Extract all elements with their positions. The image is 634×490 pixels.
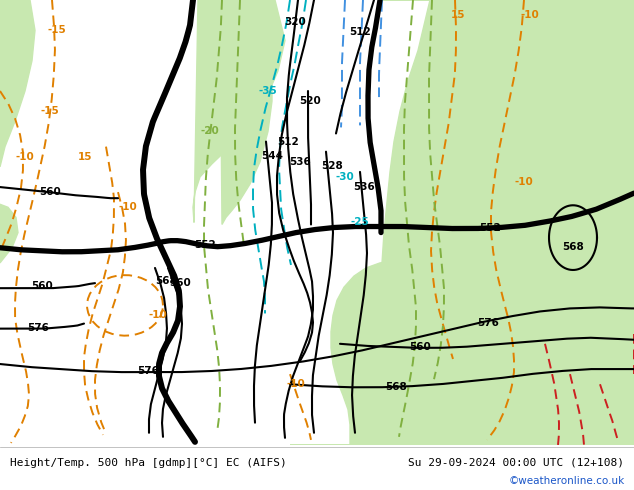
Polygon shape bbox=[0, 0, 35, 167]
Text: 560: 560 bbox=[409, 342, 431, 352]
Text: 568: 568 bbox=[562, 242, 584, 252]
Text: ©weatheronline.co.uk: ©weatheronline.co.uk bbox=[508, 476, 624, 487]
Polygon shape bbox=[290, 323, 634, 445]
Text: -15: -15 bbox=[48, 25, 67, 35]
Text: 544: 544 bbox=[261, 151, 283, 161]
Text: -10: -10 bbox=[119, 202, 138, 212]
Polygon shape bbox=[0, 204, 18, 263]
Text: 576: 576 bbox=[137, 366, 159, 376]
Text: 536: 536 bbox=[353, 182, 375, 192]
Text: 552: 552 bbox=[194, 240, 216, 250]
Text: Su 29-09-2024 00:00 UTC (12+108): Su 29-09-2024 00:00 UTC (12+108) bbox=[408, 458, 624, 468]
Text: -15: -15 bbox=[41, 106, 60, 116]
Text: 536: 536 bbox=[289, 157, 311, 167]
Text: 320: 320 bbox=[284, 17, 306, 27]
Text: 560: 560 bbox=[39, 187, 61, 197]
Text: 15: 15 bbox=[451, 10, 465, 20]
Text: Height/Temp. 500 hPa [gdmp][°C] EC (AIFS): Height/Temp. 500 hPa [gdmp][°C] EC (AIFS… bbox=[10, 458, 287, 468]
Text: 520: 520 bbox=[299, 96, 321, 106]
Text: 15: 15 bbox=[78, 152, 93, 162]
Text: -10: -10 bbox=[16, 152, 34, 162]
Text: 560: 560 bbox=[31, 281, 53, 291]
Text: 512: 512 bbox=[349, 27, 371, 37]
Text: 528: 528 bbox=[321, 161, 343, 171]
Text: -20: -20 bbox=[200, 126, 219, 136]
Text: -30: -30 bbox=[335, 172, 354, 182]
Polygon shape bbox=[380, 0, 634, 445]
Polygon shape bbox=[220, 0, 272, 224]
Text: 560: 560 bbox=[169, 278, 191, 288]
Text: -35: -35 bbox=[259, 86, 278, 96]
Text: 568: 568 bbox=[385, 382, 407, 392]
Text: 576: 576 bbox=[477, 318, 499, 328]
Text: 552: 552 bbox=[479, 222, 501, 233]
Text: 512: 512 bbox=[277, 137, 299, 147]
Text: -10: -10 bbox=[515, 177, 533, 187]
Text: -10: -10 bbox=[148, 311, 167, 320]
Polygon shape bbox=[331, 261, 468, 445]
Text: -10: -10 bbox=[521, 10, 540, 20]
Text: -25: -25 bbox=[351, 218, 370, 227]
Text: -10: -10 bbox=[287, 379, 306, 389]
Polygon shape bbox=[193, 0, 285, 222]
Text: 568: 568 bbox=[155, 276, 177, 286]
Text: 576: 576 bbox=[27, 322, 49, 333]
